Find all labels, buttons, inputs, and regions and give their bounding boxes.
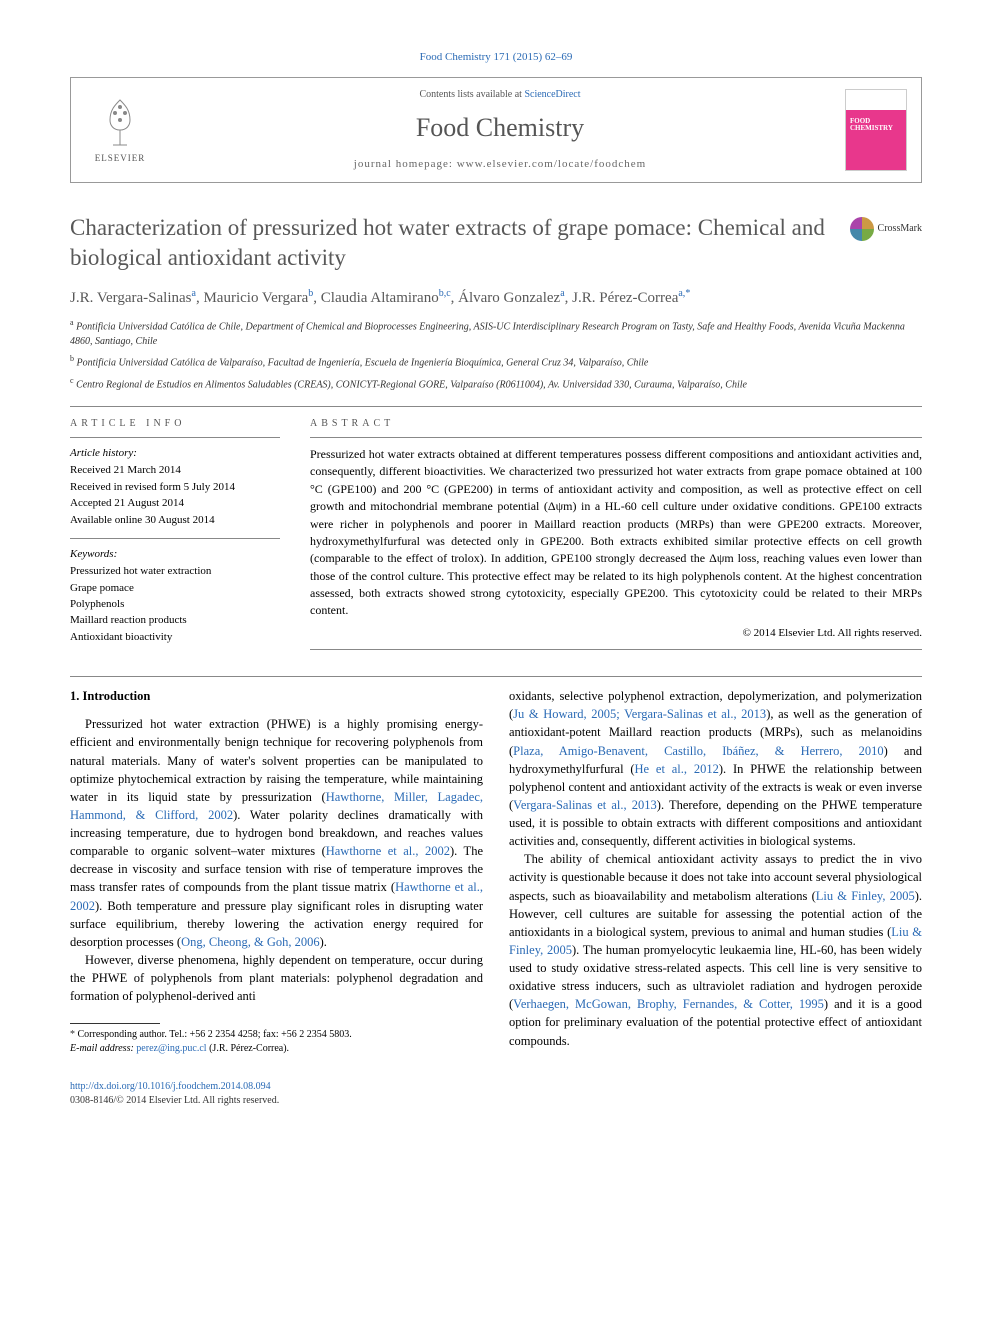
- corresponding-star-icon: *: [685, 288, 690, 299]
- divider: [70, 538, 280, 539]
- author: Claudia Altamiranob,c: [321, 290, 451, 306]
- info-abstract-row: ARTICLE INFO Article history: Received 2…: [70, 417, 922, 650]
- sciencedirect-link[interactable]: ScienceDirect: [524, 89, 580, 100]
- star-icon: *: [70, 1029, 78, 1040]
- page: Food Chemistry 171 (2015) 62–69 ELSEVIER…: [0, 0, 992, 1148]
- affiliation: a Pontificia Universidad Católica de Chi…: [70, 317, 922, 349]
- footnote-divider: [70, 1023, 160, 1024]
- article-title: Characterization of pressurized hot wate…: [70, 213, 834, 273]
- title-row: Characterization of pressurized hot wate…: [70, 213, 922, 273]
- history-line: Received 21 March 2014: [70, 463, 280, 478]
- author: Mauricio Vergarab: [203, 290, 313, 306]
- abstract-column: ABSTRACT Pressurized hot water extracts …: [310, 417, 922, 650]
- header-center: Contents lists available at ScienceDirec…: [155, 88, 845, 172]
- abstract-text: Pressurized hot water extracts obtained …: [310, 446, 922, 620]
- keyword: Grape pomace: [70, 581, 280, 596]
- issn-copyright: 0308-8146/© 2014 Elsevier Ltd. All right…: [70, 1095, 279, 1106]
- footnote-block: * Corresponding author. Tel.: +56 2 2354…: [70, 1023, 483, 1056]
- crossmark-label: CrossMark: [878, 222, 922, 236]
- homepage-line: journal homepage: www.elsevier.com/locat…: [155, 157, 845, 172]
- keyword: Maillard reaction products: [70, 613, 280, 628]
- email-name: (J.R. Pérez-Correa).: [209, 1043, 289, 1054]
- homepage-prefix: journal homepage:: [354, 158, 457, 170]
- email-label: E-mail address:: [70, 1043, 134, 1054]
- contents-prefix: Contents lists available at: [419, 89, 524, 100]
- keywords-label: Keywords:: [70, 547, 280, 562]
- citation-link[interactable]: Ju & Howard, 2005; Vergara-Salinas et al…: [513, 707, 766, 721]
- cover-thumb-text: FOOD CHEMISTRY: [850, 118, 902, 132]
- citation-link[interactable]: He et al., 2012: [635, 762, 719, 776]
- elsevier-label: ELSEVIER: [95, 152, 146, 165]
- article-info-column: ARTICLE INFO Article history: Received 2…: [70, 417, 280, 650]
- divider: [70, 676, 922, 677]
- abstract-heading: ABSTRACT: [310, 417, 922, 438]
- keyword: Polyphenols: [70, 597, 280, 612]
- journal-name: Food Chemistry: [155, 110, 845, 146]
- history-label: Article history:: [70, 446, 280, 461]
- history-line: Received in revised form 5 July 2014: [70, 480, 280, 495]
- crossmark-badge[interactable]: CrossMark: [850, 217, 922, 241]
- elsevier-logo: ELSEVIER: [85, 90, 155, 170]
- citation-link[interactable]: Ong, Cheong, & Goh, 2006: [181, 935, 320, 949]
- citation-link[interactable]: Verhaegen, McGowan, Brophy, Fernandes, &…: [513, 997, 824, 1011]
- body-columns: 1. Introduction Pressurized hot water ex…: [70, 687, 922, 1056]
- citation-link[interactable]: Vergara-Salinas et al., 2013: [513, 798, 657, 812]
- page-footer: http://dx.doi.org/10.1016/j.foodchem.201…: [70, 1080, 922, 1108]
- keyword: Antioxidant bioactivity: [70, 630, 280, 645]
- divider: [310, 649, 922, 650]
- body-paragraph: oxidants, selective polyphenol extractio…: [509, 687, 922, 850]
- abstract-copyright: © 2014 Elsevier Ltd. All rights reserved…: [310, 626, 922, 641]
- article-info-heading: ARTICLE INFO: [70, 417, 280, 438]
- affiliation: c Centro Regional de Estudios en Aliment…: [70, 375, 922, 392]
- affiliation: b Pontificia Universidad Católica de Val…: [70, 353, 922, 370]
- citation-link[interactable]: Plaza, Amigo-Benavent, Castillo, Ibáñez,…: [513, 744, 884, 758]
- divider: [70, 406, 922, 407]
- corresponding-footnote: * Corresponding author. Tel.: +56 2 2354…: [70, 1028, 483, 1056]
- authors-line: J.R. Vergara-Salinasa, Mauricio Vergarab…: [70, 287, 922, 309]
- section-heading: 1. Introduction: [70, 687, 483, 705]
- history-line: Available online 30 August 2014: [70, 513, 280, 528]
- contents-line: Contents lists available at ScienceDirec…: [155, 88, 845, 102]
- author: J.R. Vergara-Salinasa: [70, 290, 196, 306]
- keyword: Pressurized hot water extraction: [70, 564, 280, 579]
- doi-link[interactable]: http://dx.doi.org/10.1016/j.foodchem.201…: [70, 1081, 271, 1092]
- homepage-url[interactable]: www.elsevier.com/locate/foodchem: [457, 158, 647, 170]
- body-paragraph: However, diverse phenomena, highly depen…: [70, 951, 483, 1005]
- crossmark-icon: [850, 217, 874, 241]
- citation-link[interactable]: Liu & Finley, 2005: [816, 889, 915, 903]
- journal-reference: Food Chemistry 171 (2015) 62–69: [70, 50, 922, 65]
- citation-link[interactable]: Hawthorne et al., 2002: [326, 844, 450, 858]
- author: Álvaro Gonzaleza: [458, 290, 565, 306]
- author: J.R. Pérez-Correaa,*: [572, 290, 690, 306]
- journal-cover-thumb: FOOD CHEMISTRY: [845, 89, 907, 171]
- body-paragraph: Pressurized hot water extraction (PHWE) …: [70, 715, 483, 951]
- elsevier-tree-icon: [95, 95, 145, 150]
- body-paragraph: The ability of chemical antioxidant acti…: [509, 850, 922, 1049]
- history-line: Accepted 21 August 2014: [70, 496, 280, 511]
- email-link[interactable]: perez@ing.puc.cl: [136, 1043, 206, 1054]
- journal-header-box: ELSEVIER Contents lists available at Sci…: [70, 77, 922, 183]
